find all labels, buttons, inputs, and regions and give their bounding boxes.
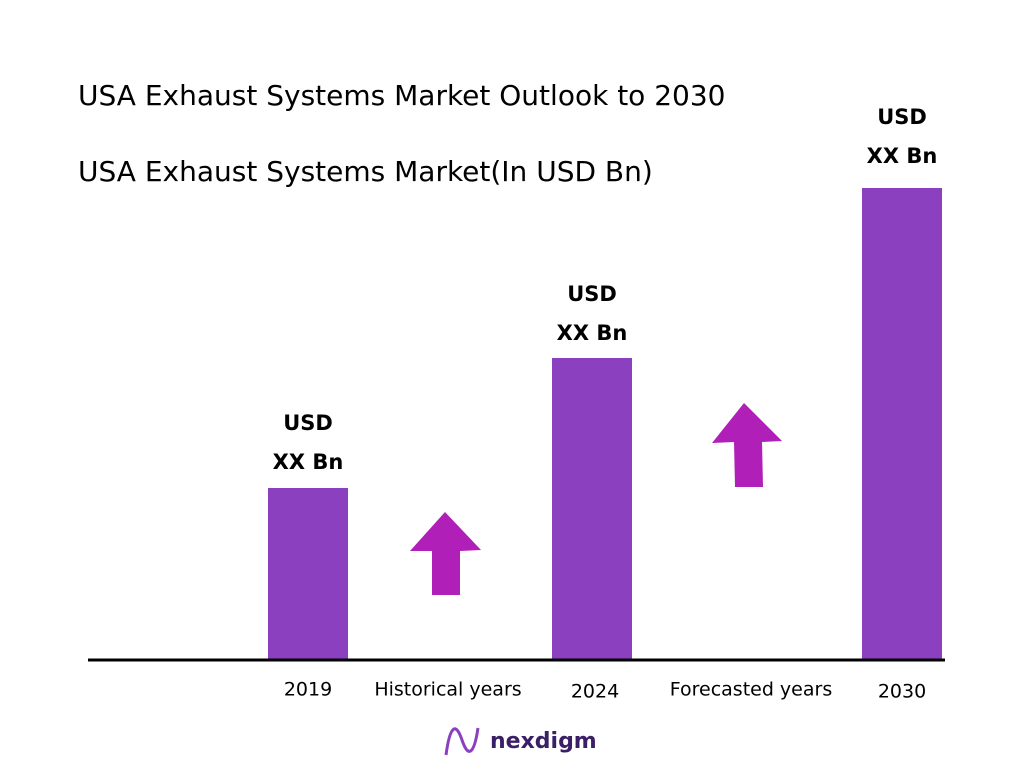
title: USA Exhaust Systems Market Outlook to 20… bbox=[78, 79, 725, 112]
bar-label: XX Bn bbox=[867, 144, 938, 168]
bar-label: USD bbox=[877, 105, 927, 129]
period-label: Historical years bbox=[374, 679, 521, 701]
subtitle: USA Exhaust Systems Market(In USD Bn) bbox=[78, 155, 653, 188]
bar-label: XX Bn bbox=[557, 321, 628, 345]
x-label: 2030 bbox=[878, 681, 926, 703]
x-label: 2024 bbox=[571, 681, 619, 703]
bar-label: USD bbox=[283, 411, 333, 435]
bar-label: XX Bn bbox=[273, 450, 344, 474]
brand: nexdigm bbox=[490, 729, 597, 754]
bar bbox=[268, 488, 348, 660]
bar-label: USD bbox=[567, 282, 617, 306]
growth-arrow bbox=[712, 403, 782, 487]
bar bbox=[552, 358, 632, 660]
x-label: 2019 bbox=[284, 679, 332, 701]
bar bbox=[862, 188, 942, 660]
brand-icon bbox=[444, 727, 480, 756]
period-label: Forecasted years bbox=[670, 679, 832, 701]
growth-arrow bbox=[410, 512, 481, 595]
